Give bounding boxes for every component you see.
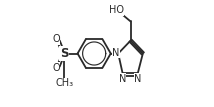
Text: HO: HO [109, 5, 124, 15]
Text: N: N [112, 48, 120, 58]
Text: S: S [60, 47, 68, 60]
Text: O: O [52, 63, 60, 73]
Text: O: O [52, 34, 60, 44]
Text: N: N [119, 74, 126, 84]
Text: CH₃: CH₃ [55, 78, 73, 88]
Text: N: N [134, 74, 142, 84]
